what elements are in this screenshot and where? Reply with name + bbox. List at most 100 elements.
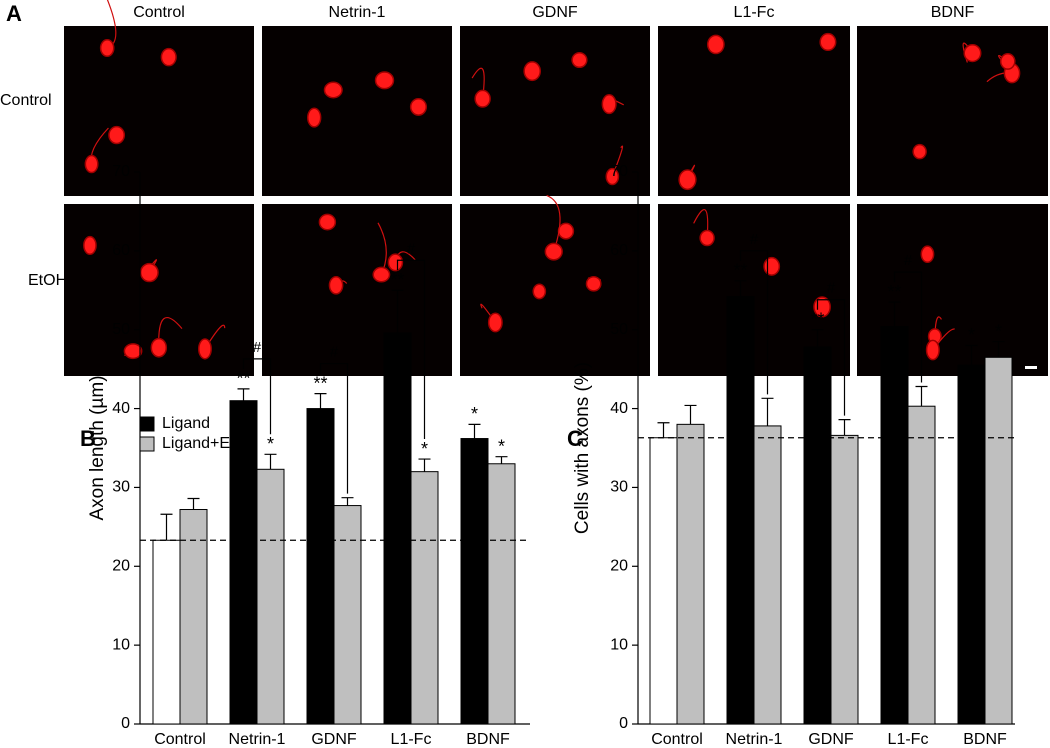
error-bar [992,340,1005,358]
column-label: Netrin-1 [329,4,386,21]
bar [676,423,705,725]
cell [557,222,575,240]
bracket [739,250,769,395]
micrograph [857,26,1048,196]
cell [601,94,617,115]
bar [460,438,489,725]
cell [523,61,542,82]
bar [179,509,208,725]
micrograph [658,26,850,196]
error-bar [264,453,277,470]
panel-label: C [567,426,583,451]
cell [150,337,168,358]
bar [333,505,362,725]
y-tick-label: 60 [610,242,628,259]
bar [957,364,986,725]
row-label: Control [0,92,52,109]
cell [532,283,547,300]
cell [409,97,428,116]
x-tick-label: Netrin-1 [229,731,286,748]
x-tick-label: GDNF [311,731,357,748]
x-tick-label: Control [154,731,206,748]
significance: ** [810,309,824,329]
row-label: EtOH [28,272,67,289]
column-label: L1-Fc [734,4,775,21]
cell [605,167,620,186]
y-tick-label: 50 [610,321,628,338]
cell [963,43,982,63]
cell [328,275,344,295]
cell [160,47,177,67]
bar [152,539,181,725]
panel-label: B [80,426,96,451]
bar [410,471,439,725]
cell [585,275,602,292]
x-tick-label: BDNF [466,731,510,748]
bar [753,425,782,725]
cell [920,245,935,264]
legend-label: Ligand [162,415,210,432]
cell [197,338,212,360]
cell [999,52,1016,70]
bracket-label: # [253,339,262,356]
bracket [816,299,846,416]
bracket-label: # [750,231,759,248]
cell [374,71,395,90]
significance: ** [887,282,901,302]
y-tick-label: 30 [112,479,130,496]
cell [678,169,697,191]
x-tick-label: BDNF [963,731,1007,748]
y-tick-label: 70 [610,163,628,180]
y-tick-label: 20 [112,558,130,575]
x-tick-label: GDNF [808,731,854,748]
y-tick-label: 40 [112,400,130,417]
micrograph [460,204,650,376]
error-bar [888,301,901,327]
significance: * [995,321,1002,341]
cell [99,39,115,58]
error-bar [341,497,354,506]
cell [925,339,940,361]
error-bar [391,289,404,333]
cell [83,235,97,256]
cell [487,312,503,333]
error-bar [160,513,173,541]
x-tick-label: L1-Fc [888,731,929,748]
bar [803,346,832,725]
significance: ** [313,373,327,393]
significance: ** [733,261,747,281]
cell [139,262,159,283]
bracket [242,358,272,435]
legend-swatch [139,416,155,432]
significance: * [267,434,274,454]
error-bar [418,458,431,472]
y-tick-label: 70 [112,163,130,180]
bar [830,434,859,725]
y-tick-label: 10 [112,636,130,653]
cell [699,229,715,247]
bracket [396,259,426,440]
significance: ** [390,270,404,290]
x-tick-label: Control [651,731,703,748]
error-bar [495,456,508,464]
cell [912,143,927,160]
panel-label: A [6,1,22,26]
column-label: BDNF [931,4,975,21]
cell [706,34,725,55]
bar [880,326,909,725]
cell [819,32,837,52]
error-bar [965,344,978,366]
cell [108,125,126,145]
bar [726,296,755,725]
bar [984,356,1013,725]
bar [306,408,335,725]
significance: * [421,439,428,459]
legend-swatch [139,436,155,452]
cell [387,253,404,272]
cell [571,52,588,69]
x-tick-label: Netrin-1 [726,731,783,748]
y-tick-label: 0 [121,715,130,732]
bar [383,332,412,725]
bar [487,463,516,725]
bracket-label: # [407,240,416,257]
